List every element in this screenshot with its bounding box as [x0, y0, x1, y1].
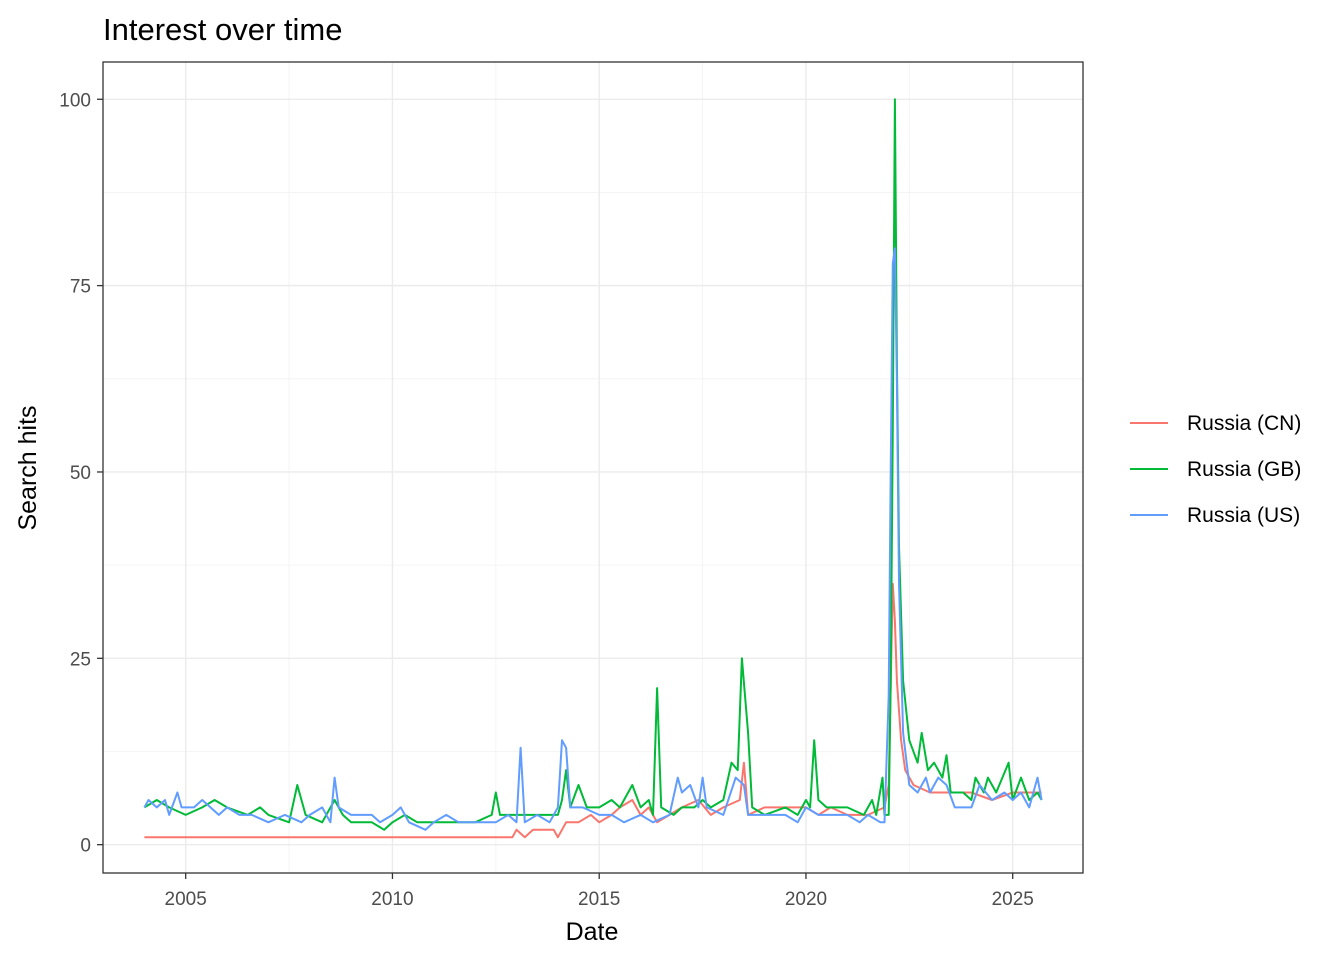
x-tick-label: 2025	[992, 889, 1034, 910]
series-line-russia-gb	[143, 98, 1043, 831]
x-tick-label: 2015	[578, 889, 620, 910]
legend-label: Russia (GB)	[1187, 458, 1301, 481]
y-tick-label: 100	[59, 90, 91, 111]
legend: Russia (CN) Russia (GB) Russia (US)	[1130, 412, 1301, 527]
x-tick-label: 2010	[371, 889, 413, 910]
series-line-russia-us	[143, 247, 1043, 831]
x-tick-label: 2020	[785, 889, 827, 910]
legend-label: Russia (CN)	[1187, 412, 1301, 435]
x-tick-label: 2005	[165, 889, 207, 910]
grid	[103, 62, 1083, 873]
x-axis-title: Date	[566, 918, 619, 946]
chart-title: Interest over time	[103, 12, 342, 47]
series-lines	[143, 98, 1043, 839]
y-tick-label: 0	[80, 836, 91, 857]
y-tick-label: 75	[70, 277, 91, 298]
legend-label: Russia (US)	[1187, 504, 1300, 527]
y-axis-ticks: 0 25 50 75 100	[59, 90, 103, 857]
y-axis-title: Search hits	[14, 405, 42, 530]
x-axis-ticks: 2005 2010 2015 2020 2025	[165, 873, 1034, 910]
y-tick-label: 50	[70, 463, 91, 484]
y-tick-label: 25	[70, 649, 91, 670]
plot-panel-border	[102, 61, 1084, 874]
